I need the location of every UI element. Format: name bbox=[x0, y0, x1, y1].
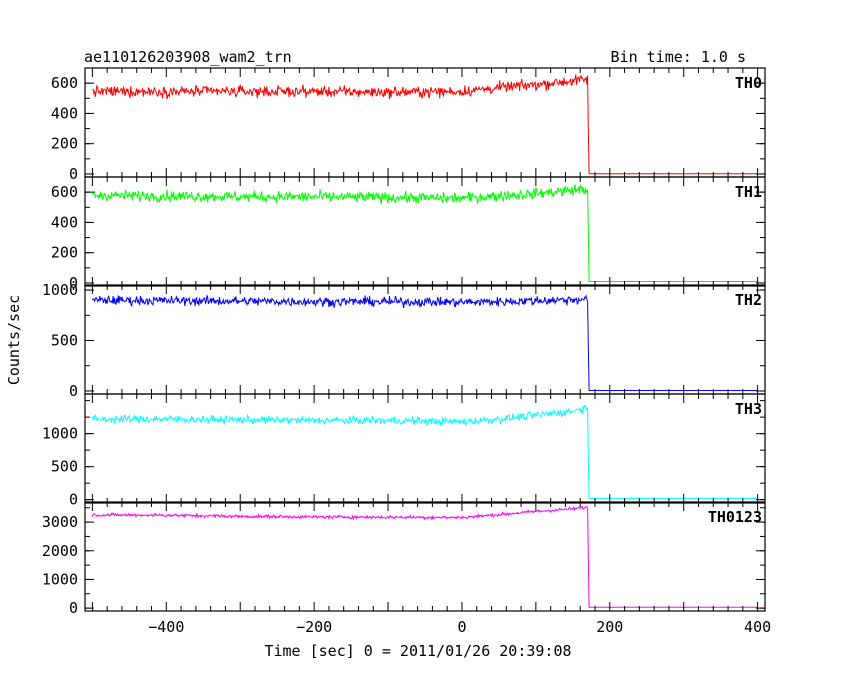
series-line-th3 bbox=[91, 404, 758, 499]
y-tick-label: 0 bbox=[69, 599, 78, 617]
panel-frame-th3 bbox=[84, 393, 766, 504]
panel-label-th2: TH2 bbox=[735, 291, 762, 309]
y-tick-label: 600 bbox=[51, 74, 78, 92]
panel-label-th1: TH1 bbox=[735, 183, 762, 201]
y-tick-label: 0 bbox=[69, 491, 78, 509]
panel-frame-th1 bbox=[84, 176, 766, 287]
chart-subtitle: Bin time: 1.0 s bbox=[611, 48, 746, 66]
y-tick-label: 0 bbox=[69, 382, 78, 400]
x-tick-label: 400 bbox=[744, 618, 771, 636]
panel-label-th0: TH0 bbox=[735, 74, 762, 92]
y-tick-label: 500 bbox=[51, 458, 78, 476]
x-tick-label: −400 bbox=[148, 618, 184, 636]
y-tick-label: 0 bbox=[69, 165, 78, 183]
panel-frame-th0 bbox=[84, 67, 766, 178]
panel-label-th0123: TH0123 bbox=[708, 508, 762, 526]
series-line-th2 bbox=[91, 293, 758, 391]
series-line-th1 bbox=[92, 184, 758, 282]
y-tick-label: 200 bbox=[51, 135, 78, 153]
y-tick-label: 500 bbox=[51, 332, 78, 350]
y-tick-label: 400 bbox=[51, 104, 78, 122]
panel-frame-th0123 bbox=[84, 501, 766, 612]
series-line-th0123 bbox=[91, 505, 758, 608]
y-tick-label: 400 bbox=[51, 213, 78, 231]
y-tick-label: 0 bbox=[69, 274, 78, 292]
y-tick-label: 600 bbox=[51, 183, 78, 201]
panels: 0 200 400 600 TH0 0 200 400 600 TH1 0 500 1000 TH2 0 50… bbox=[42, 67, 771, 636]
chart-title: ae110126203908_wam2_trn bbox=[84, 48, 292, 66]
series-line-th0 bbox=[92, 74, 758, 175]
y-tick-label: 1000 bbox=[42, 281, 78, 299]
x-tick-label: −200 bbox=[296, 618, 332, 636]
panel-label-th3: TH3 bbox=[735, 400, 762, 418]
y-tick-label: 3000 bbox=[42, 513, 78, 531]
y-tick-label: 200 bbox=[51, 244, 78, 262]
x-tick-label: 0 bbox=[457, 618, 466, 636]
y-axis-label: Counts/sec bbox=[5, 295, 23, 385]
y-tick-label: 1000 bbox=[42, 570, 78, 588]
y-tick-label: 1000 bbox=[42, 425, 78, 443]
y-tick-label: 2000 bbox=[42, 542, 78, 560]
x-axis-label: Time [sec] 0 = 2011/01/26 20:39:08 bbox=[264, 642, 571, 660]
x-tick-label: 200 bbox=[596, 618, 623, 636]
